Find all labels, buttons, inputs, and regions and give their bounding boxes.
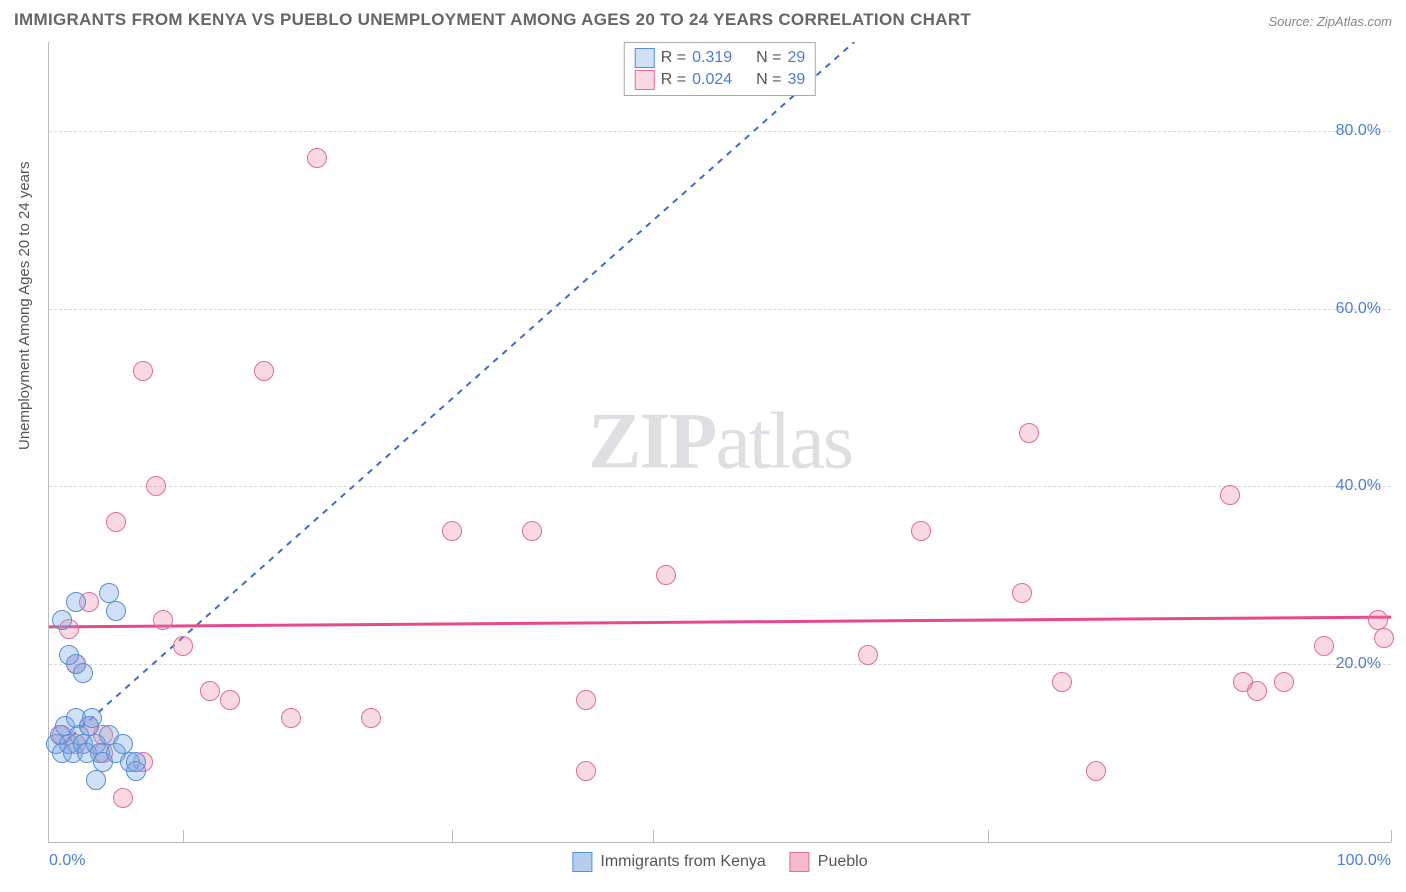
data-point bbox=[66, 592, 86, 612]
data-point bbox=[656, 565, 676, 585]
watermark: ZIPatlas bbox=[588, 397, 852, 488]
data-point bbox=[1220, 485, 1240, 505]
legend-swatch bbox=[635, 70, 655, 90]
data-point bbox=[858, 645, 878, 665]
data-point bbox=[220, 690, 240, 710]
legend-r-value: 0.319 bbox=[692, 47, 750, 69]
data-point bbox=[522, 521, 542, 541]
data-point bbox=[576, 761, 596, 781]
legend-row: R = 0.024 N = 39 bbox=[635, 69, 805, 91]
data-point bbox=[254, 361, 274, 381]
data-point bbox=[200, 681, 220, 701]
legend-label: Immigrants from Kenya bbox=[600, 853, 765, 871]
x-tick-mark bbox=[183, 830, 184, 842]
y-tick-label: 60.0% bbox=[1336, 300, 1381, 318]
gridline-h bbox=[49, 309, 1391, 310]
watermark-thin: atlas bbox=[715, 398, 852, 486]
source-label: Source: ZipAtlas.com bbox=[1268, 14, 1392, 29]
data-point bbox=[59, 645, 79, 665]
data-point bbox=[361, 708, 381, 728]
x-tick-label: 100.0% bbox=[1337, 852, 1391, 870]
data-point bbox=[126, 752, 146, 772]
data-point bbox=[133, 361, 153, 381]
legend-row: R = 0.319 N = 29 bbox=[635, 47, 805, 69]
data-point bbox=[113, 788, 133, 808]
data-point bbox=[1052, 672, 1072, 692]
legend-item: Pueblo bbox=[790, 852, 868, 872]
x-tick-label: 0.0% bbox=[49, 852, 85, 870]
gridline-h bbox=[49, 486, 1391, 487]
chart-title: IMMIGRANTS FROM KENYA VS PUEBLO UNEMPLOY… bbox=[14, 10, 971, 30]
data-point bbox=[307, 148, 327, 168]
x-tick-mark bbox=[1391, 830, 1392, 842]
series-legend: Immigrants from Kenya Pueblo bbox=[572, 852, 867, 872]
data-point bbox=[82, 708, 102, 728]
data-point bbox=[99, 583, 119, 603]
legend-r-label: R = bbox=[661, 47, 686, 69]
data-point bbox=[86, 770, 106, 790]
gridline-h bbox=[49, 131, 1391, 132]
legend-n-value: 29 bbox=[787, 47, 805, 69]
data-point bbox=[106, 601, 126, 621]
data-point bbox=[146, 476, 166, 496]
legend-swatch bbox=[572, 852, 592, 872]
data-point bbox=[52, 610, 72, 630]
y-tick-label: 80.0% bbox=[1336, 122, 1381, 140]
data-point bbox=[73, 663, 93, 683]
watermark-bold: ZIP bbox=[588, 398, 715, 486]
data-point bbox=[1314, 636, 1334, 656]
y-tick-label: 40.0% bbox=[1336, 477, 1381, 495]
data-point bbox=[106, 512, 126, 532]
gridline-h bbox=[49, 664, 1391, 665]
data-point bbox=[576, 690, 596, 710]
data-point bbox=[1247, 681, 1267, 701]
data-point bbox=[1019, 423, 1039, 443]
x-tick-mark bbox=[988, 830, 989, 842]
data-point bbox=[1086, 761, 1106, 781]
data-point bbox=[911, 521, 931, 541]
plot-area: ZIPatlas R =0.319N =29R =0.024N =39 Immi… bbox=[48, 42, 1391, 843]
data-point bbox=[1374, 628, 1394, 648]
x-tick-mark bbox=[653, 830, 654, 842]
legend-swatch bbox=[790, 852, 810, 872]
data-point bbox=[173, 636, 193, 656]
data-point bbox=[281, 708, 301, 728]
y-tick-label: 20.0% bbox=[1336, 655, 1381, 673]
legend-item: Immigrants from Kenya bbox=[572, 852, 765, 872]
legend-r-label: R = bbox=[661, 69, 686, 91]
data-point bbox=[153, 610, 173, 630]
legend-n-label: N = bbox=[756, 47, 781, 69]
y-axis-label: Unemployment Among Ages 20 to 24 years bbox=[16, 161, 33, 450]
legend-n-value: 39 bbox=[787, 69, 805, 91]
trend-lines bbox=[49, 42, 1391, 842]
correlation-legend: R = 0.319 N = 29 R = 0.024 N = 39 bbox=[624, 42, 816, 96]
legend-n-label: N = bbox=[756, 69, 781, 91]
legend-label: Pueblo bbox=[818, 853, 868, 871]
data-point bbox=[1012, 583, 1032, 603]
x-tick-mark bbox=[452, 830, 453, 842]
data-point bbox=[1274, 672, 1294, 692]
legend-swatch bbox=[635, 48, 655, 68]
trend-line bbox=[49, 617, 1391, 627]
legend-r-value: 0.024 bbox=[692, 69, 750, 91]
data-point bbox=[442, 521, 462, 541]
